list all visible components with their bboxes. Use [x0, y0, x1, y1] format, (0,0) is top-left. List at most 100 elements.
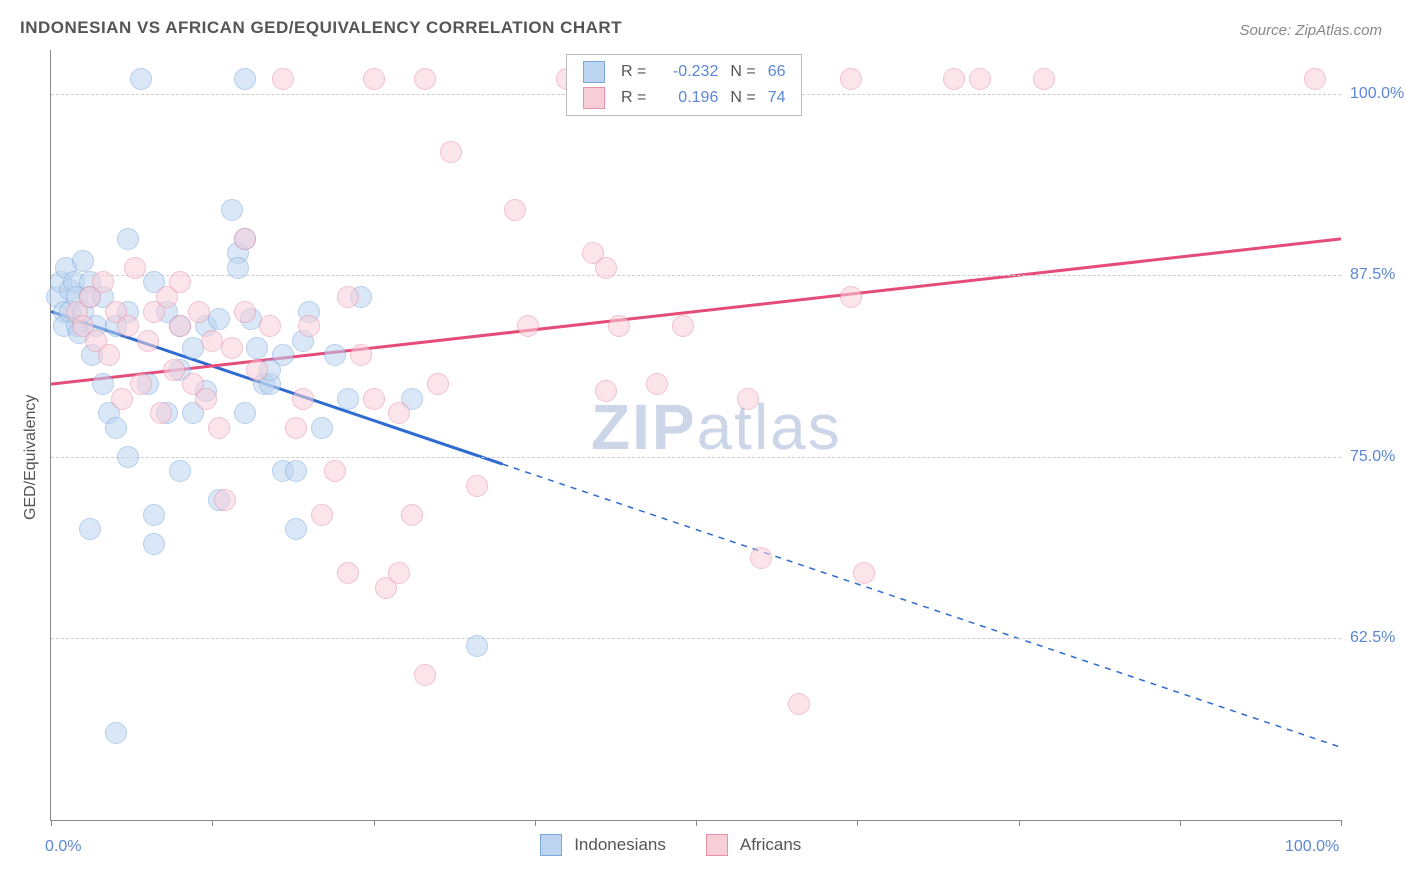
data-point — [1304, 68, 1326, 90]
data-point — [840, 68, 862, 90]
data-point — [117, 228, 139, 250]
n-value: 66 — [768, 63, 786, 80]
x-tick-mark — [857, 820, 858, 826]
data-point — [234, 402, 256, 424]
data-point — [466, 635, 488, 657]
data-point — [169, 271, 191, 293]
data-point — [1033, 68, 1055, 90]
data-point — [117, 315, 139, 337]
n-label: N = — [724, 85, 761, 111]
gridline — [51, 638, 1341, 639]
data-point — [143, 504, 165, 526]
chart-title: INDONESIAN VS AFRICAN GED/EQUIVALENCY CO… — [20, 18, 622, 38]
x-tick-label: 0.0% — [45, 838, 81, 856]
data-point — [427, 373, 449, 395]
data-point — [221, 337, 243, 359]
data-point — [943, 68, 965, 90]
n-value: 74 — [768, 89, 786, 106]
data-point — [111, 388, 133, 410]
data-point — [388, 562, 410, 584]
data-point — [401, 504, 423, 526]
x-tick-mark — [1341, 820, 1342, 826]
data-point — [163, 359, 185, 381]
r-label: R = — [615, 59, 652, 85]
y-tick-label: 87.5% — [1350, 266, 1395, 284]
data-point — [227, 257, 249, 279]
data-point — [504, 199, 526, 221]
source-label: Source: ZipAtlas.com — [1239, 22, 1382, 39]
swatch-icon — [540, 834, 562, 856]
data-point — [188, 301, 210, 323]
data-point — [117, 446, 139, 468]
x-tick-mark — [374, 820, 375, 826]
data-point — [840, 286, 862, 308]
legend-item: Africans — [706, 834, 801, 856]
data-point — [214, 489, 236, 511]
legend-label: Indonesians — [574, 835, 666, 855]
data-point — [298, 315, 320, 337]
data-point — [137, 330, 159, 352]
legend-label: Africans — [740, 835, 801, 855]
data-point — [608, 315, 630, 337]
data-point — [337, 388, 359, 410]
y-tick-label: 75.0% — [1350, 448, 1395, 466]
r-value: 0.196 — [658, 89, 718, 107]
r-value: -0.232 — [658, 63, 718, 81]
r-label: R = — [615, 85, 652, 111]
gridline — [51, 457, 1341, 458]
x-tick-mark — [535, 820, 536, 826]
data-point — [595, 257, 617, 279]
data-point — [130, 373, 152, 395]
data-point — [466, 475, 488, 497]
data-point — [208, 308, 230, 330]
x-tick-label: 100.0% — [1285, 838, 1339, 856]
data-point — [246, 337, 268, 359]
data-point — [414, 664, 436, 686]
data-point — [672, 315, 694, 337]
plot-area: ZIPatlas — [50, 50, 1341, 821]
data-point — [737, 388, 759, 410]
data-point — [363, 68, 385, 90]
data-point — [195, 388, 217, 410]
data-point — [72, 250, 94, 272]
swatch-icon — [583, 61, 605, 83]
data-point — [169, 315, 191, 337]
y-tick-label: 62.5% — [1350, 629, 1395, 647]
data-point — [92, 271, 114, 293]
data-point — [234, 68, 256, 90]
x-tick-mark — [1019, 820, 1020, 826]
data-point — [221, 199, 243, 221]
data-point — [311, 504, 333, 526]
y-tick-label: 100.0% — [1350, 85, 1404, 103]
x-tick-mark — [1180, 820, 1181, 826]
data-point — [324, 460, 346, 482]
data-point — [969, 68, 991, 90]
data-point — [788, 693, 810, 715]
data-point — [285, 518, 307, 540]
trend-lines — [51, 50, 1341, 820]
data-point — [750, 547, 772, 569]
data-point — [363, 388, 385, 410]
data-point — [853, 562, 875, 584]
data-point — [143, 533, 165, 555]
data-point — [324, 344, 346, 366]
data-point — [169, 460, 191, 482]
correlation-legend: R = -0.232 N = 66 R = 0.196 N = 74 — [566, 54, 802, 116]
x-tick-mark — [696, 820, 697, 826]
data-point — [234, 228, 256, 250]
legend-item: Indonesians — [540, 834, 666, 856]
data-point — [285, 460, 307, 482]
data-point — [350, 344, 372, 366]
data-point — [285, 417, 307, 439]
data-point — [337, 286, 359, 308]
data-point — [646, 373, 668, 395]
data-point — [124, 257, 146, 279]
series-legend: Indonesians Africans — [540, 834, 801, 856]
data-point — [337, 562, 359, 584]
data-point — [272, 68, 294, 90]
n-label: N = — [724, 59, 761, 85]
data-point — [234, 301, 256, 323]
swatch-icon — [706, 834, 728, 856]
data-point — [79, 518, 101, 540]
data-point — [246, 359, 268, 381]
